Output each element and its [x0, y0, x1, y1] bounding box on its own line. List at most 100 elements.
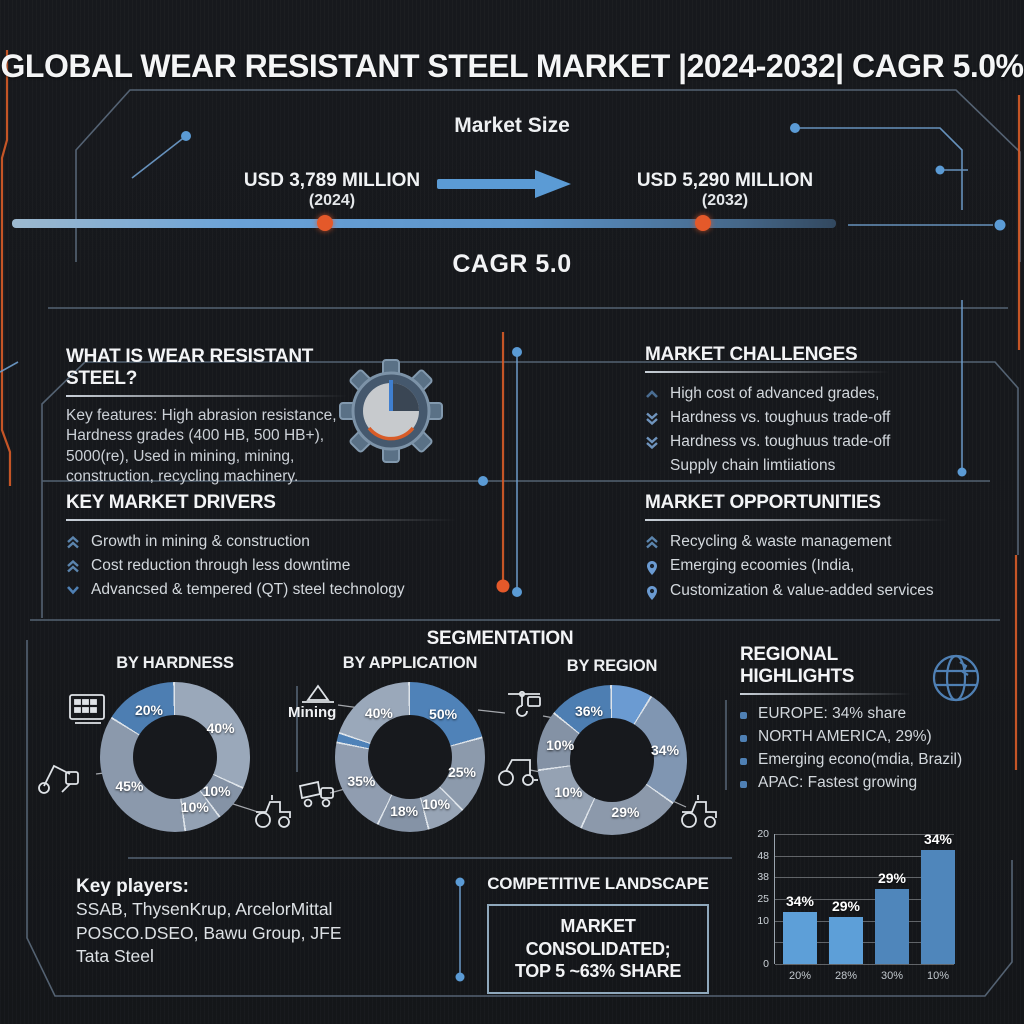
- bar: 29% 28%: [829, 898, 863, 982]
- opportunity-text: Recycling & waste management: [670, 533, 892, 550]
- y-axis-tick: 20: [757, 828, 769, 840]
- chevron-up-icon: [646, 390, 658, 398]
- donut-title-application: BY APPLICATION: [342, 654, 478, 672]
- mining-icon: [302, 684, 334, 703]
- key-players-heading: Key players:: [76, 876, 190, 897]
- driver-item: Advancsed & tempered (QT) steel technolo…: [66, 581, 506, 599]
- section-opportunities: MARKET OPPORTUNITIES Recycling & waste m…: [645, 492, 1005, 607]
- challenge-text: Hardness vs. toughuus trade-off: [670, 409, 891, 426]
- driver-text: Cost reduction through less downtime: [91, 557, 351, 574]
- bar-value-label: 29%: [877, 869, 907, 886]
- chevron-double-down-icon: [646, 436, 658, 449]
- donut-block-application: BY APPLICATION 50% 25% 10% 18% 35% 40%: [333, 654, 487, 832]
- donut-segment-label: 10%: [202, 783, 231, 800]
- regional-heading: REGIONAL HIGHLIGHTS: [740, 644, 926, 695]
- competitive-box: MARKET CONSOLIDATED; TOP 5 ~63% SHARE: [487, 904, 709, 994]
- x-axis-label: 10%: [926, 970, 950, 982]
- donut-segment-label: 35%: [347, 772, 376, 789]
- market-size-end-year: (2032): [701, 192, 749, 209]
- donut-segment-label: 20%: [134, 701, 163, 718]
- driver-text: Growth in mining & construction: [91, 533, 310, 550]
- chevron-double-up-icon: [646, 536, 658, 549]
- page-title: GLOBAL WEAR RESISTANT STEEL MARKET |2024…: [0, 48, 1024, 84]
- donut-hole: [570, 718, 654, 802]
- growth-arrow-icon: [437, 170, 571, 198]
- donut-chart-region: 34% 29% 10% 10% 36%: [537, 685, 687, 835]
- x-axis-label: 20%: [788, 970, 812, 982]
- key-players-line: SSAB, ThysenKrup, ArcelorMittal: [76, 899, 333, 919]
- bar-value-label: 34%: [923, 830, 953, 847]
- market-size-start-value: USD 3,789 MILLION: [243, 170, 421, 191]
- donut-segment-label: 34%: [651, 741, 680, 758]
- challenge-item: Hardness vs. toughuus trade-off: [645, 433, 990, 451]
- chevron-double-up-icon: [67, 560, 79, 573]
- competitive-line: MARKET CONSOLIDATED;: [525, 916, 671, 959]
- section-key-players: Key players: SSAB, ThysenKrup, ArcelorMi…: [76, 876, 446, 969]
- competitive-line: TOP 5 ~63% SHARE: [514, 961, 682, 981]
- donut-segment-label: 50%: [429, 706, 458, 723]
- regional-item: NORTH AMERICA, 29%): [740, 728, 1000, 746]
- bar-chart-plot: 20 48 38 25 10 0 34% 20% 29% 28% 29% 30% 34% 10%: [757, 828, 955, 982]
- donut-segment-label: 10%: [180, 799, 209, 816]
- regional-text: Emerging econo(mdia, Brazil): [758, 751, 963, 768]
- donut-segment-label: 25%: [447, 763, 476, 780]
- control-panel-icon: [69, 694, 105, 724]
- opportunity-text: Emerging ecoomies (India,: [670, 557, 855, 574]
- bar-value-label: 29%: [831, 898, 861, 915]
- donut-hole: [368, 715, 452, 799]
- donut-title-region: BY REGION: [566, 657, 658, 675]
- timeline-node-2024: [317, 215, 333, 231]
- application-mining-label: Mining: [288, 704, 337, 721]
- donut-block-hardness: BY HARDNESS 40% 10% 10% 45% 20%: [98, 654, 252, 832]
- donut-segment-label: 40%: [364, 704, 393, 721]
- x-axis-label: 30%: [880, 970, 904, 982]
- regional-text: NORTH AMERICA, 29%): [758, 728, 932, 745]
- donut-segment-label: 10%: [554, 783, 583, 800]
- regional-item: EUROPE: 34% share: [740, 705, 1000, 723]
- globe-icon: [932, 654, 980, 702]
- y-axis-tick: 25: [757, 893, 769, 905]
- road-roller-icon: [498, 759, 538, 786]
- key-players-line: Tata Steel: [76, 946, 154, 967]
- opportunity-text: Customization & value-added services: [670, 582, 934, 599]
- cagr-value: CAGR 5.0: [452, 250, 572, 278]
- regional-item: Emerging econo(mdia, Brazil): [740, 751, 1000, 769]
- regional-item: APAC: Fastest growing: [740, 774, 1000, 792]
- section-drivers: KEY MARKET DRIVERS Growth in mining & co…: [66, 492, 506, 605]
- market-size-end: USD 5,290 MILLION (2032): [605, 170, 845, 210]
- gridline: [775, 942, 954, 944]
- challenge-item: Supply chain limtiiations: [645, 457, 990, 475]
- bar-value-label: 34%: [785, 893, 815, 909]
- bar: 34% 20%: [783, 893, 817, 982]
- tractor-icon: [255, 795, 291, 828]
- donut-block-region: BY REGION 34% 29% 10% 10% 36%: [535, 657, 689, 835]
- market-size-start-year: (2024): [308, 192, 356, 209]
- key-players-line: POSCO.DSEO, Bawu Group, JFE: [76, 922, 342, 943]
- segmentation-heading: SEGMENTATION: [426, 628, 574, 649]
- bullet-icon: [740, 735, 747, 742]
- challenges-heading: MARKET CHALLENGES: [645, 344, 910, 373]
- bullet-icon: [740, 758, 747, 765]
- challenge-text: Supply chain limtiiations: [670, 457, 836, 474]
- gridline: [775, 899, 954, 900]
- section-competitive: COMPETITIVE LANDSCAPE MARKET CONSOLIDATE…: [487, 874, 709, 994]
- challenge-item: High cost of advanced grades,: [645, 385, 990, 403]
- opportunity-item: Emerging ecoomies (India,: [645, 557, 1005, 576]
- competitive-heading: COMPETITIVE LANDSCAPE: [487, 874, 709, 893]
- donut-segment-label: 45%: [115, 777, 144, 794]
- location-pin-icon: [647, 586, 657, 600]
- excavator-icon: [38, 764, 79, 794]
- opportunities-heading: MARKET OPPORTUNITIES: [645, 492, 975, 521]
- donut-segment-label: 36%: [574, 703, 604, 720]
- bullet-icon: [740, 781, 747, 788]
- section-regional: REGIONAL HIGHLIGHTS EUROPE: 34% share NO…: [740, 644, 1000, 797]
- what-is-body: Key features: High abrasion resistance, …: [66, 407, 337, 486]
- gridline: [775, 920, 954, 922]
- x-axis-label: 28%: [834, 970, 858, 982]
- y-axis-tick: 10: [757, 914, 769, 927]
- market-size-start: USD 3,789 MILLION (2024): [212, 170, 452, 210]
- y-axis-tick: 38: [757, 871, 769, 884]
- timeline-bar: [12, 219, 836, 228]
- driver-text: Advancsed & tempered (QT) steel technolo…: [91, 581, 405, 598]
